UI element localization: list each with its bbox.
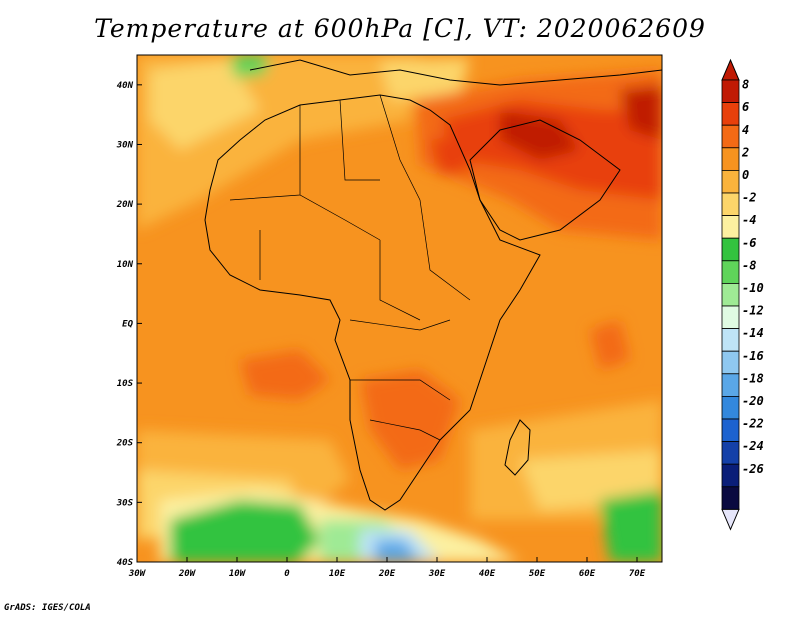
- lat-tick-label: 10N: [117, 260, 134, 270]
- credit-label: GrADS: IGES/COLA: [4, 603, 91, 613]
- colorbar-top-arrow: [721, 58, 740, 81]
- colorbar-swatch: [721, 79, 740, 104]
- lon-tick-label: 0: [284, 569, 290, 579]
- colorbar-label: -2: [742, 191, 756, 205]
- lat-tick-label: 40S: [117, 558, 134, 568]
- colorbar-label: -26: [742, 462, 764, 476]
- colorbar-swatch: [721, 305, 740, 330]
- colorbar-swatch: [721, 418, 740, 443]
- lon-tick-label: 10W: [229, 569, 247, 579]
- lat-tick-label: 10S: [117, 379, 134, 389]
- country-borders: [229, 94, 471, 441]
- colorbar-swatch: [721, 215, 740, 239]
- colorbar-swatch: [721, 463, 740, 488]
- map-frame: [136, 54, 663, 563]
- colorbar-label: 8: [742, 78, 749, 92]
- colorbar-label: -18: [742, 371, 764, 385]
- colorbar-swatch: [721, 441, 740, 465]
- europe-coastline: [249, 59, 662, 86]
- lat-tick-label: 40N: [117, 81, 134, 91]
- colorbar-label: 6: [742, 100, 749, 114]
- madagascar-coastline: [504, 419, 531, 476]
- colorbar-label: -16: [742, 349, 764, 363]
- colorbar-swatch: [721, 328, 740, 352]
- arabia-coastline: [469, 119, 621, 241]
- colorbar-swatch: [721, 395, 740, 420]
- lat-tick-label: 20S: [116, 439, 134, 449]
- colorbar-label: 4: [742, 123, 749, 137]
- colorbar-label: -4: [742, 213, 756, 227]
- colorbar-swatch: [721, 237, 740, 262]
- colorbar-label: -8: [742, 258, 756, 272]
- colorbar-label: -24: [742, 439, 764, 453]
- colorbar-label: -6: [742, 236, 756, 250]
- colorbar-swatch: [721, 373, 740, 397]
- colorbar-swatch: [721, 147, 740, 171]
- colorbar-label: 0: [742, 168, 749, 182]
- colorbar-label: -12: [742, 304, 764, 318]
- lon-tick-label: 20W: [178, 569, 197, 579]
- temperature-field: [137, 55, 662, 562]
- coastlines: [204, 59, 662, 511]
- lon-tick-label: 70E: [629, 569, 646, 579]
- lon-tick-label: 10E: [329, 569, 346, 579]
- lat-tick-label: 30N: [116, 140, 134, 150]
- colorbar-swatch: [721, 124, 740, 149]
- colorbar-swatch: [721, 192, 740, 217]
- lon-tick-label: 40E: [479, 569, 496, 579]
- lat-tick-label: EQ: [122, 319, 133, 329]
- map-title: Temperature at 600hPa [C], VT: 202006260…: [94, 14, 706, 43]
- lon-tick-label: 20E: [378, 569, 396, 579]
- colorbar-swatch: [721, 486, 740, 510]
- colorbar-label: 2: [741, 145, 749, 159]
- lon-tick-label: 60E: [579, 569, 596, 579]
- colorbar-label: -22: [742, 417, 764, 431]
- colorbar-swatch: [721, 102, 740, 126]
- lon-tick-label: 30E: [428, 569, 446, 579]
- colorbar-swatch: [721, 282, 740, 307]
- field-blobs: [137, 55, 662, 562]
- colorbar-swatch: [721, 169, 740, 194]
- colorbar-label: -20: [742, 394, 764, 408]
- colorbar-label: -14: [742, 326, 764, 340]
- colorbar-bottom-arrow: [721, 508, 740, 531]
- lon-tick-label: 50E: [529, 569, 546, 579]
- africa-coastline: [204, 94, 541, 511]
- lat-tick-label: 30S: [116, 498, 134, 508]
- colorbar-swatch: [721, 260, 740, 284]
- colorbar-swatch: [721, 350, 740, 375]
- lon-tick-label: 30W: [128, 569, 147, 579]
- colorbar-label: -10: [742, 281, 764, 295]
- colorbar: 8 6 4 2 0 -2 -4 -6 -8 -10 -12 -14 -16 -18 -20 -22 -24 -26: [721, 58, 764, 531]
- lat-tick-label: 20N: [116, 200, 134, 210]
- axis-ticks: 30W 20W 10W 0 10E 20E 30E 40E 50E 60E 70E 40S 30S 20S…: [116, 81, 646, 579]
